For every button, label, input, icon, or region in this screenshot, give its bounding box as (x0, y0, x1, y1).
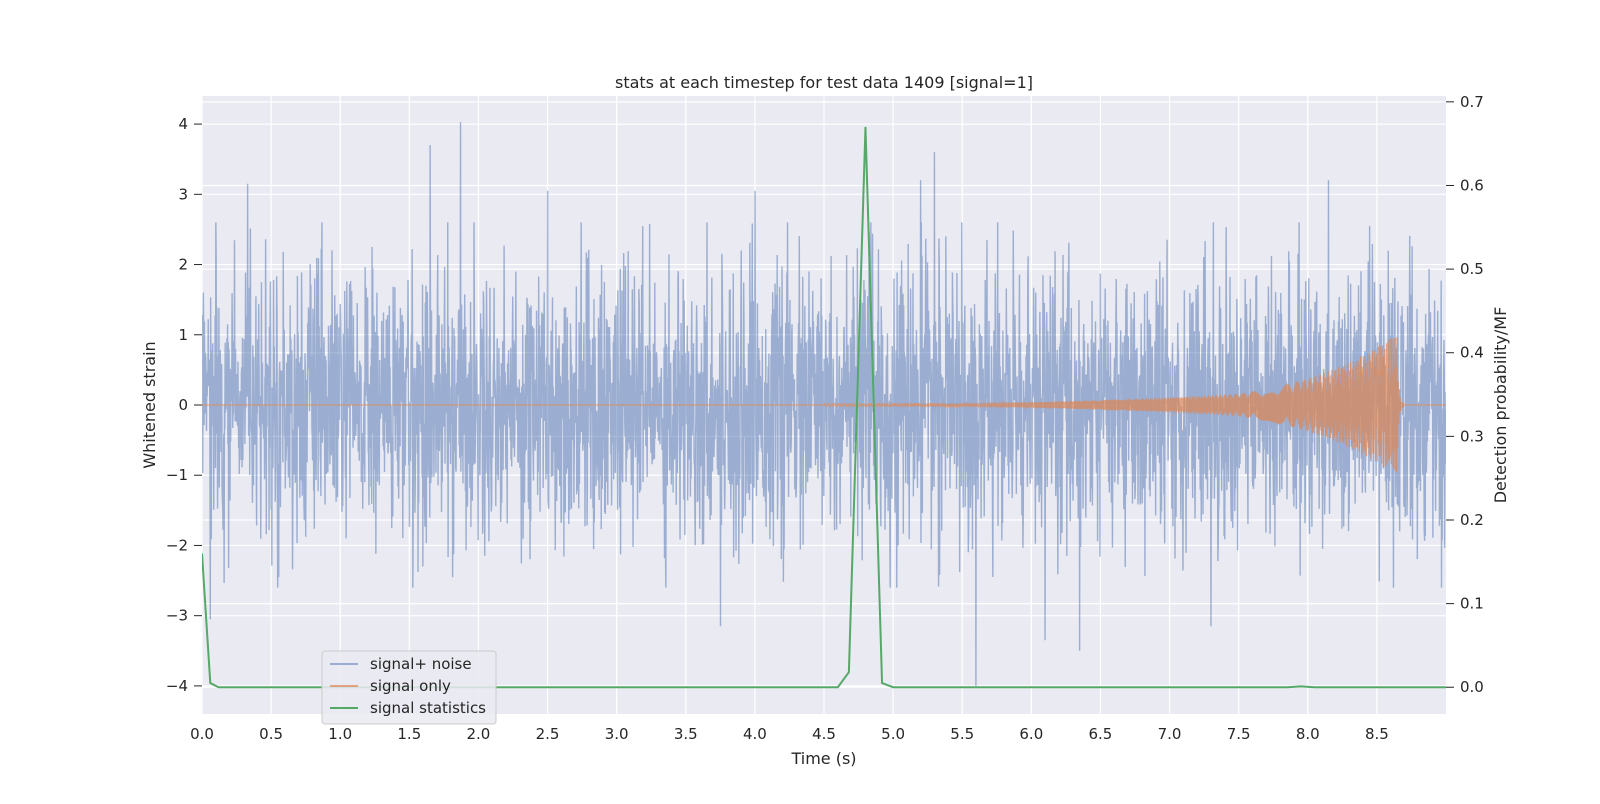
legend-label-signal-plus-noise: signal+ noise (370, 655, 472, 673)
x-tick-label: 2.5 (536, 725, 560, 743)
y-left-tick-label: −1 (166, 466, 188, 484)
chart-title: stats at each timestep for test data 140… (615, 73, 1033, 92)
x-tick-label: 1.0 (328, 725, 352, 743)
y-left-tick-label: 3 (178, 185, 188, 203)
x-tick-label: 3.0 (605, 725, 629, 743)
y-right-tick-label: 0.3 (1460, 427, 1484, 445)
left-y-axis-label: Whitened strain (140, 341, 159, 468)
x-axis-label: Time (s) (790, 749, 856, 768)
x-tick-label: 8.0 (1296, 725, 1320, 743)
right-y-axis-label: Detection probability/MF (1491, 307, 1510, 504)
y-right-tick-label: 0.7 (1460, 93, 1484, 111)
legend-label-signal-only: signal only (370, 677, 451, 695)
legend-label-signal-statistics: signal statistics (370, 699, 486, 717)
x-tick-label: 4.0 (743, 725, 767, 743)
y-right-tick-label: 0.1 (1460, 595, 1484, 613)
x-tick-label: 6.5 (1089, 725, 1113, 743)
x-tick-label: 0.0 (190, 725, 214, 743)
left-y-axis-ticks: −4 −3 −2 −1 0 1 2 3 4 (166, 115, 202, 695)
x-tick-label: 0.5 (259, 725, 283, 743)
x-tick-label: 5.5 (950, 725, 974, 743)
x-tick-label: 7.0 (1158, 725, 1182, 743)
y-right-tick-label: 0.5 (1460, 260, 1484, 278)
y-right-tick-label: 0.4 (1460, 344, 1484, 362)
x-tick-label: 6.0 (1019, 725, 1043, 743)
y-right-tick-label: 0.2 (1460, 511, 1484, 529)
y-right-tick-label: 0.6 (1460, 176, 1484, 194)
y-left-tick-label: 0 (178, 396, 188, 414)
x-tick-label: 3.5 (674, 725, 698, 743)
y-left-tick-label: −3 (166, 607, 188, 625)
y-left-tick-label: −2 (166, 536, 188, 554)
legend: signal+ noise signal only signal statist… (321, 650, 497, 725)
x-tick-label: 8.5 (1365, 725, 1389, 743)
y-left-tick-label: 2 (178, 256, 188, 274)
series-signal-only-line (202, 337, 1446, 473)
x-tick-label: 5.0 (881, 725, 905, 743)
x-tick-label: 2.0 (467, 725, 491, 743)
series-signal-statistics-line (202, 126, 1446, 689)
series-signal-plus-noise-line (202, 121, 1446, 686)
y-right-tick-label: 0.0 (1460, 678, 1484, 696)
right-y-axis-ticks: 0.0 0.1 0.2 0.3 0.4 0.5 0.6 0.7 (1446, 93, 1484, 696)
x-tick-label: 7.5 (1227, 725, 1251, 743)
y-left-tick-label: 4 (178, 115, 188, 133)
y-left-tick-label: −4 (166, 677, 188, 695)
legend-box (321, 650, 497, 725)
x-tick-label: 1.5 (397, 725, 421, 743)
x-axis-ticks: 0.0 0.5 1.0 1.5 2.0 2.5 3.0 3.5 4.0 4.5 5.0 5.5 6.0 6… (190, 725, 1389, 743)
y-left-tick-label: 1 (178, 326, 188, 344)
x-tick-label: 4.5 (812, 725, 836, 743)
